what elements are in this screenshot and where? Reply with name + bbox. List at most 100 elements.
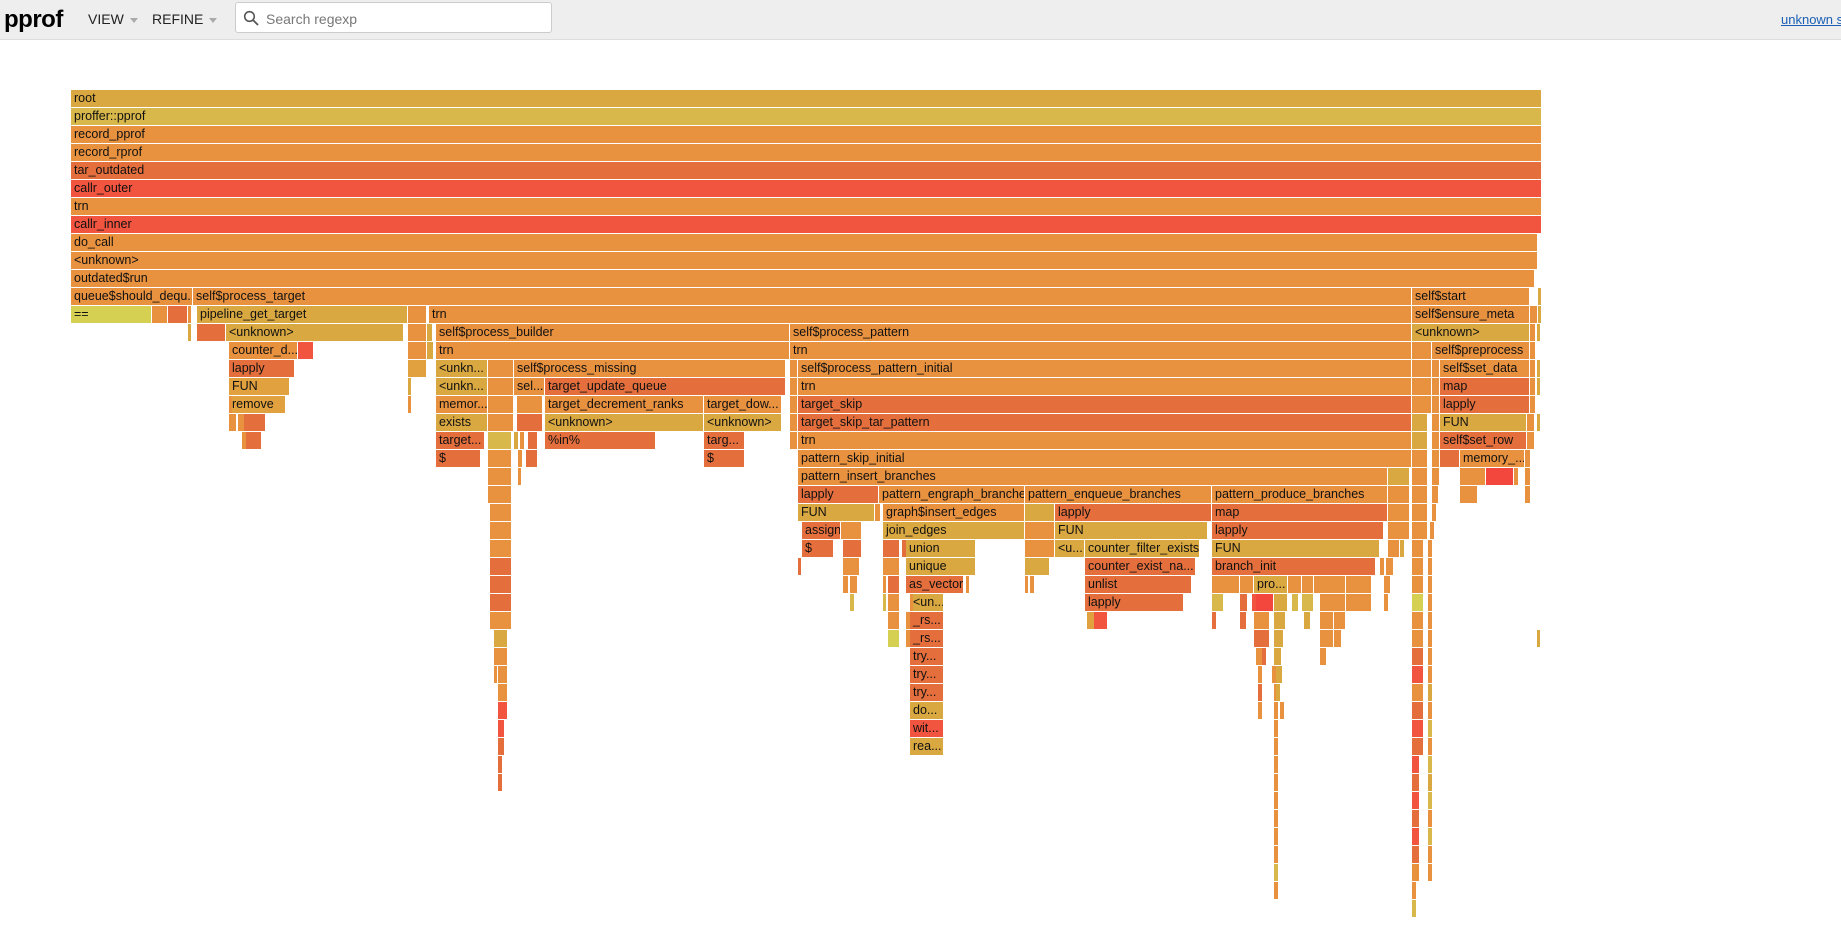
flame-frame-small[interactable]	[843, 540, 862, 557]
flame-frame-small[interactable]	[1274, 738, 1278, 755]
flame-frame-small[interactable]	[1280, 702, 1284, 719]
view-menu-button[interactable]: VIEW	[88, 11, 138, 27]
flame-frame-small[interactable]	[1537, 378, 1540, 395]
flame-frame-small[interactable]	[1388, 504, 1410, 521]
flame-frame-small[interactable]	[790, 360, 798, 377]
flame-frame-small[interactable]	[1025, 504, 1055, 521]
flame-frame-small[interactable]	[1412, 378, 1432, 395]
flame-frame[interactable]: sel...	[514, 378, 545, 395]
flame-frame-small[interactable]	[488, 360, 514, 377]
flame-frame-small[interactable]	[1272, 666, 1276, 683]
flame-frame-small[interactable]	[188, 324, 191, 341]
flame-frame-small[interactable]	[488, 414, 514, 431]
flame-frame-small[interactable]	[843, 576, 848, 593]
flame-frame-small[interactable]	[1412, 702, 1424, 719]
flame-frame[interactable]: self$process_target	[193, 288, 1412, 305]
flame-frame-small[interactable]	[966, 576, 969, 593]
flame-frame-small[interactable]	[1428, 684, 1432, 701]
flame-frame-small[interactable]	[888, 576, 900, 593]
flame-frame[interactable]: union	[906, 540, 976, 557]
flame-frame[interactable]: callr_inner	[71, 216, 1542, 233]
flame-frame-small[interactable]	[1274, 846, 1278, 863]
flame-frame[interactable]: <unkn...	[436, 360, 488, 377]
flame-frame-small[interactable]	[1430, 522, 1434, 539]
flame-frame-small[interactable]	[1527, 414, 1534, 431]
flame-frame[interactable]: graph$insert_edges	[883, 504, 1025, 521]
flame-frame-small[interactable]	[197, 324, 226, 341]
flame-frame-small[interactable]	[488, 378, 514, 395]
flame-frame[interactable]: self$set_data	[1440, 360, 1530, 377]
flame-frame-small[interactable]	[518, 468, 521, 485]
flame-frame-small[interactable]	[229, 396, 232, 413]
flame-frame-small[interactable]	[1025, 540, 1055, 557]
flame-frame-small[interactable]	[1428, 702, 1432, 719]
flame-frame-small[interactable]	[883, 540, 900, 557]
flame-frame-small[interactable]	[1432, 396, 1440, 413]
flame-frame-small[interactable]	[1530, 360, 1535, 377]
flame-frame[interactable]: counter_d...	[229, 342, 298, 359]
flame-frame-small[interactable]	[1256, 594, 1274, 611]
flame-frame[interactable]: pro...	[1254, 576, 1288, 593]
flame-frame-small[interactable]	[1274, 882, 1278, 899]
flame-frame[interactable]: do_call	[71, 234, 1538, 251]
flame-frame-small[interactable]	[1334, 612, 1346, 629]
flame-frame-small[interactable]	[1412, 522, 1428, 539]
flame-frame[interactable]: pattern_skip_initial	[798, 450, 1412, 467]
flame-frame-small[interactable]	[850, 576, 858, 593]
flame-frame-small[interactable]	[1428, 810, 1432, 827]
flame-frame-small[interactable]	[1530, 396, 1535, 413]
flame-frame[interactable]: <u...	[1055, 540, 1085, 557]
flame-frame-small[interactable]	[494, 666, 497, 683]
flame-frame-small[interactable]	[1428, 864, 1432, 881]
flame-frame-small[interactable]	[1302, 594, 1314, 611]
flame-frame-small[interactable]	[1025, 576, 1028, 593]
flame-frame[interactable]: <unkn...	[436, 378, 488, 395]
flame-frame[interactable]: try...	[910, 648, 944, 665]
flame-frame-small[interactable]	[1334, 630, 1342, 647]
flame-frame-small[interactable]	[1274, 774, 1278, 791]
flame-frame[interactable]: branch_init	[1212, 558, 1376, 575]
flame-frame[interactable]: self$preprocess	[1432, 342, 1530, 359]
flame-frame-small[interactable]	[490, 522, 512, 539]
flame-frame-small[interactable]	[1256, 648, 1262, 665]
flame-frame-small[interactable]	[1412, 828, 1420, 845]
flame-frame-small[interactable]	[1412, 684, 1424, 701]
flame-frame-small[interactable]	[1025, 522, 1055, 539]
flame-frame[interactable]: try...	[910, 666, 944, 683]
flame-frame-small[interactable]	[408, 342, 427, 359]
flame-frame[interactable]: self$process_pattern	[790, 324, 1412, 341]
flame-frame[interactable]: <unknown>	[704, 414, 782, 431]
flame-frame-small[interactable]	[1274, 684, 1277, 701]
flame-frame-small[interactable]	[1276, 666, 1282, 683]
flame-frame-small[interactable]	[1428, 738, 1432, 755]
flame-frame-small[interactable]	[1428, 612, 1432, 629]
flame-frame-small[interactable]	[1525, 450, 1530, 467]
flame-frame[interactable]: trn	[71, 198, 1542, 215]
flame-frame-small[interactable]	[1412, 738, 1424, 755]
flame-frame[interactable]: outdated$run	[71, 270, 1535, 287]
flame-frame-small[interactable]	[168, 306, 188, 323]
flame-frame-small[interactable]	[910, 594, 913, 611]
flame-frame[interactable]: do...	[910, 702, 944, 719]
flame-frame[interactable]: self$process_pattern_initial	[798, 360, 1412, 377]
flame-frame[interactable]: memor...	[436, 396, 488, 413]
flame-frame[interactable]: $	[802, 540, 834, 557]
flame-frame-small[interactable]	[488, 432, 512, 449]
flame-frame-small[interactable]	[1412, 630, 1424, 647]
flame-frame-small[interactable]	[1274, 630, 1284, 647]
flame-frame-small[interactable]	[1432, 378, 1440, 395]
flame-frame-small[interactable]	[1025, 558, 1050, 575]
flame-frame-small[interactable]	[1304, 612, 1310, 629]
flame-frame-small[interactable]	[1538, 288, 1541, 305]
flame-frame-small[interactable]	[1412, 756, 1420, 773]
flame-frame[interactable]: lapply	[1440, 396, 1530, 413]
flame-frame-small[interactable]	[494, 630, 508, 647]
flame-frame-small[interactable]	[238, 414, 244, 431]
flame-frame[interactable]: wit...	[910, 720, 944, 737]
flame-frame-small[interactable]	[1292, 576, 1302, 593]
flame-frame-small[interactable]	[888, 630, 900, 647]
flame-frame[interactable]: _rs...	[910, 630, 944, 647]
flame-frame-small[interactable]	[1428, 666, 1432, 683]
flame-frame-small[interactable]	[1412, 450, 1428, 467]
flame-frame-small[interactable]	[1412, 612, 1424, 629]
